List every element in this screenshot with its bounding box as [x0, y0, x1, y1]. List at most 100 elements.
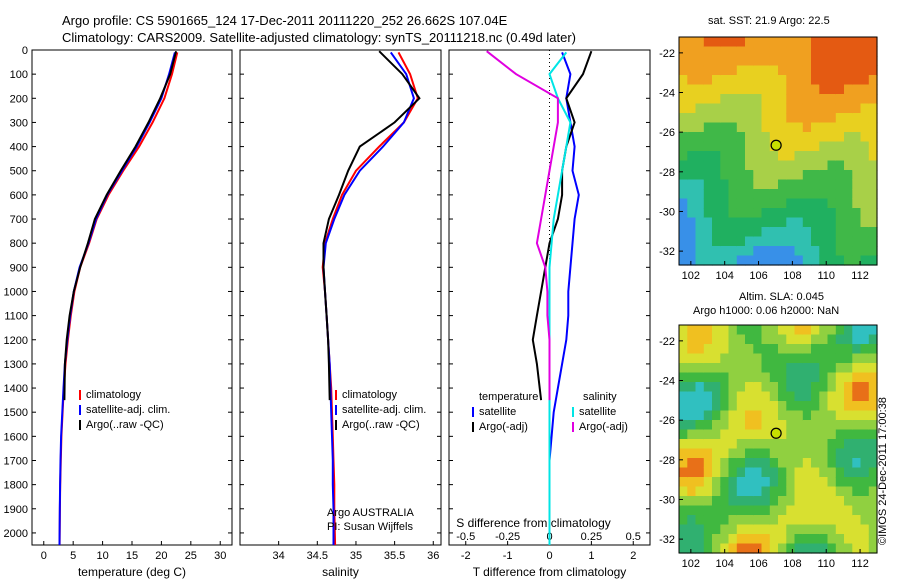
map-cell: [811, 496, 820, 507]
depth-tick-label: 600: [10, 190, 28, 202]
sst-map: [679, 37, 878, 266]
map-cell: [802, 255, 812, 266]
map-cell: [844, 46, 853, 57]
map-cell: [786, 189, 796, 200]
legend-heading: temperature: [479, 391, 538, 403]
map-cell: [728, 65, 738, 76]
map-cell: [786, 227, 796, 238]
map-cell: [720, 255, 730, 266]
map-cell: [794, 325, 804, 336]
map-cell: [778, 401, 787, 412]
map-cell: [703, 198, 713, 209]
sst-map-title: sat. SST: 21.9 Argo: 22.5: [708, 15, 830, 27]
map-cell: [753, 477, 763, 488]
map-cell: [852, 170, 862, 181]
map-cell: [778, 334, 787, 345]
map-cell: [860, 46, 870, 57]
map-cell: [695, 496, 705, 507]
map-cell: [769, 505, 779, 516]
map-cell: [695, 325, 705, 336]
map-cell: [786, 208, 796, 219]
map-x-tick-label: 102: [682, 270, 700, 282]
map-cell: [703, 439, 713, 450]
map-cell: [753, 410, 763, 421]
map-cell: [844, 94, 853, 105]
map-cell: [860, 189, 870, 200]
map-cell: [736, 151, 746, 162]
map-cell: [687, 505, 697, 516]
map-cell: [769, 217, 779, 228]
argo-float-marker: [770, 427, 782, 439]
map-cell: [687, 208, 697, 219]
map-cell: [844, 75, 853, 86]
map-cell: [852, 372, 862, 383]
map-cell: [835, 458, 845, 469]
map-cell: [736, 217, 746, 228]
argo-float-marker: [770, 139, 782, 151]
map-cell: [761, 103, 771, 114]
map-cell: [794, 439, 804, 450]
map-cell: [811, 65, 820, 76]
x-tick-label: 1: [588, 550, 594, 562]
map-cell: [786, 448, 796, 459]
map-cell: [811, 170, 820, 181]
top-x-tick-label: 0.25: [581, 531, 602, 543]
map-cell: [802, 467, 812, 478]
map-cell: [736, 515, 746, 526]
map-cell: [679, 353, 688, 364]
map-cell: [695, 486, 705, 497]
map-cell: [703, 217, 713, 228]
map-cell: [819, 515, 829, 526]
map-cell: [695, 227, 705, 238]
map-cell: [827, 543, 837, 554]
map-cell: [844, 65, 853, 76]
map-cell: [761, 515, 771, 526]
map-cell: [860, 170, 870, 181]
map-cell: [720, 84, 730, 95]
map-cell: [712, 151, 721, 162]
map-cell: [868, 410, 878, 421]
map-cell: [794, 189, 804, 200]
map-cell: [687, 429, 697, 440]
map-cell: [769, 236, 779, 247]
map-cell: [819, 122, 829, 133]
map-cell: [860, 84, 870, 95]
map-cell: [753, 467, 763, 478]
map-cell: [679, 94, 688, 105]
map-cell: [736, 467, 746, 478]
map-cell: [860, 439, 870, 450]
map-cell: [687, 151, 697, 162]
map-cell: [827, 46, 837, 57]
map-cell: [745, 363, 754, 374]
map-cell: [745, 37, 754, 48]
map-cell: [778, 170, 787, 181]
map-cell: [728, 151, 738, 162]
map-cell: [687, 543, 697, 554]
map-cell: [868, 141, 878, 152]
map-cell: [852, 179, 862, 190]
map-cell: [802, 132, 812, 143]
map-cell: [852, 217, 862, 228]
map-cell: [769, 75, 779, 86]
map-cell: [860, 505, 870, 516]
map-cell: [687, 246, 697, 257]
map-cell: [827, 198, 837, 209]
map-cell: [844, 236, 853, 247]
map-cell: [811, 420, 820, 431]
map-cell: [761, 486, 771, 497]
map-cell: [868, 344, 878, 355]
series-line: [322, 50, 421, 401]
map-cell: [811, 198, 820, 209]
map-cell: [687, 448, 697, 459]
map-cell: [778, 391, 787, 402]
map-cell: [745, 198, 754, 209]
map-cell: [819, 372, 829, 383]
map-cell: [794, 353, 804, 364]
map-cell: [827, 382, 837, 393]
map-cell: [679, 217, 688, 228]
series-line: [58, 52, 176, 546]
map-cell: [827, 94, 837, 105]
map-x-tick-label: 106: [749, 558, 767, 570]
x-tick-label: 5: [70, 550, 76, 562]
